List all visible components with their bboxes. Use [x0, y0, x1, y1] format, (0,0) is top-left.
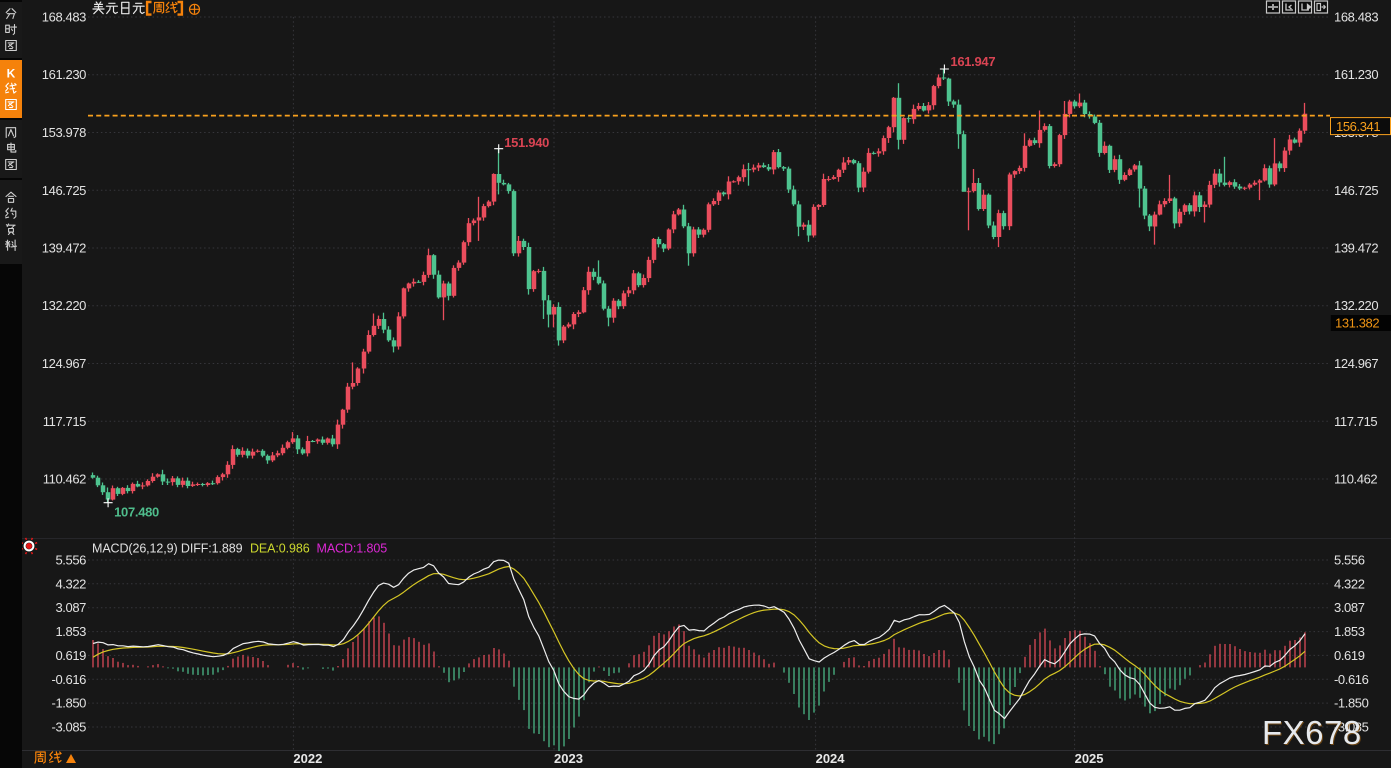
svg-text:107.480: 107.480 — [114, 505, 159, 520]
svg-text:-1.850: -1.850 — [52, 696, 87, 711]
svg-text:MACD(26,12,9) DIFF:1.889: MACD(26,12,9) DIFF:1.889 — [92, 542, 243, 556]
svg-text:124.967: 124.967 — [42, 356, 86, 371]
svg-text:161.947: 161.947 — [950, 54, 995, 69]
svg-text:168.483: 168.483 — [42, 10, 86, 25]
svg-text:4.322: 4.322 — [1334, 576, 1365, 591]
svg-text:124.967: 124.967 — [1334, 356, 1378, 371]
svg-text:161.230: 161.230 — [1334, 67, 1378, 82]
svg-text:FX678: FX678 — [1262, 714, 1362, 751]
svg-text:117.715: 117.715 — [1334, 414, 1377, 429]
svg-text:151.940: 151.940 — [504, 135, 549, 150]
svg-text:-3.085: -3.085 — [52, 720, 87, 735]
svg-text:1.853: 1.853 — [55, 624, 86, 639]
svg-text:139.472: 139.472 — [42, 241, 86, 256]
svg-text:132.220: 132.220 — [42, 298, 86, 313]
svg-text:-1.850: -1.850 — [1334, 696, 1369, 711]
svg-text:-0.616: -0.616 — [1334, 672, 1369, 687]
svg-text:4.322: 4.322 — [55, 576, 86, 591]
svg-text:2023: 2023 — [554, 751, 583, 766]
svg-text:-3.085: -3.085 — [1334, 720, 1369, 735]
svg-text:5.556: 5.556 — [1334, 553, 1365, 568]
svg-text:K: K — [7, 67, 16, 81]
svg-text:-0.616: -0.616 — [52, 672, 87, 687]
svg-text:146.725: 146.725 — [1334, 183, 1378, 198]
svg-text:MACD:1.805: MACD:1.805 — [317, 542, 388, 556]
svg-text:5.556: 5.556 — [55, 553, 86, 568]
svg-text:161.230: 161.230 — [42, 67, 86, 82]
svg-text:2025: 2025 — [1075, 751, 1104, 766]
svg-text:0.619: 0.619 — [55, 648, 86, 663]
svg-text:3.087: 3.087 — [1334, 600, 1365, 615]
svg-text:0.619: 0.619 — [1334, 648, 1365, 663]
svg-text:156.341: 156.341 — [1336, 119, 1380, 134]
svg-text:2024: 2024 — [816, 751, 846, 766]
svg-text:153.978: 153.978 — [42, 125, 86, 140]
svg-text:117.715: 117.715 — [43, 414, 86, 429]
svg-text:3.087: 3.087 — [55, 600, 86, 615]
svg-text:2022: 2022 — [293, 751, 322, 766]
svg-text:DEA:0.986: DEA:0.986 — [250, 542, 310, 556]
svg-text:131.382: 131.382 — [1335, 316, 1379, 331]
svg-text:110.462: 110.462 — [1334, 472, 1377, 487]
svg-text:132.220: 132.220 — [1334, 298, 1378, 313]
svg-text:110.462: 110.462 — [43, 472, 86, 487]
svg-text:FX678: FX678 — [1263, 715, 1363, 752]
svg-text:139.472: 139.472 — [1334, 241, 1378, 256]
svg-text:1.853: 1.853 — [1334, 624, 1365, 639]
svg-text:146.725: 146.725 — [42, 183, 86, 198]
svg-text:168.483: 168.483 — [1334, 10, 1378, 25]
